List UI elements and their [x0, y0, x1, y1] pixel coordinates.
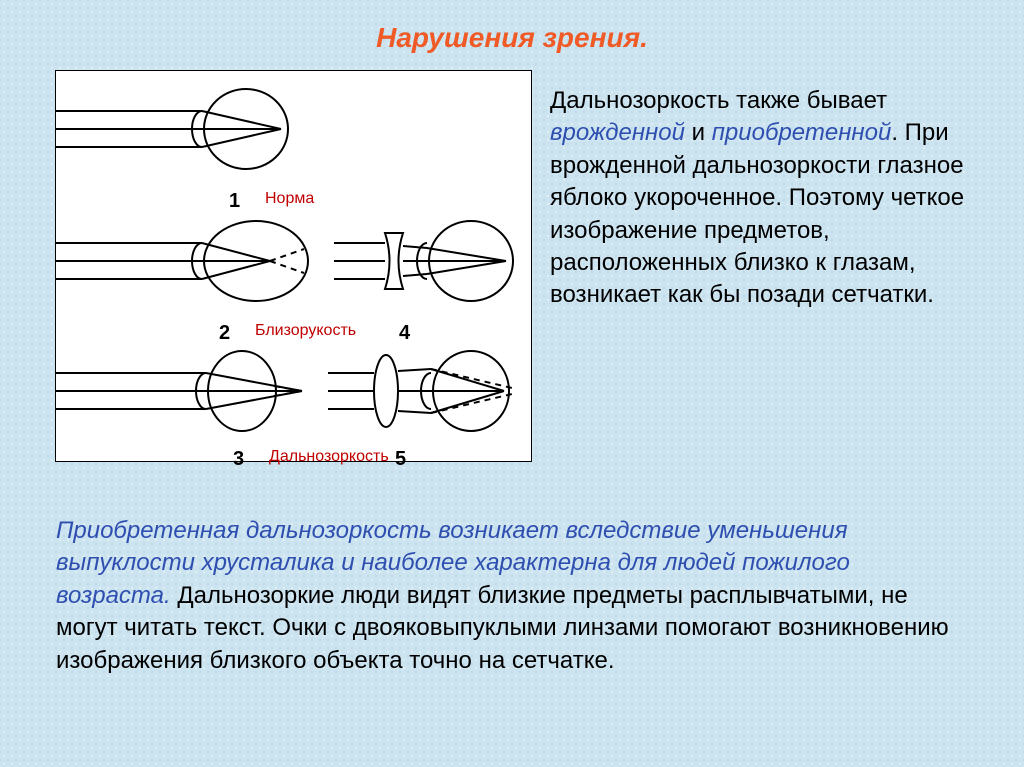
- hyperopia-intro-text: Дальнозоркость также бывает врожденной и…: [550, 85, 980, 312]
- diagram-condition-label: Близорукость: [255, 322, 356, 340]
- diagram-condition-label: Дальнозоркость: [269, 448, 389, 466]
- vision-diagram-svg: [56, 71, 531, 461]
- diagram-number-label: 4: [399, 322, 410, 345]
- page-title: Нарушения зрения.: [0, 22, 1024, 54]
- vision-diagram: [55, 70, 532, 462]
- diagram-number-label: 3: [233, 448, 244, 471]
- diagram-number-label: 5: [395, 448, 406, 471]
- diagram-number-label: 1: [229, 190, 240, 213]
- diagram-number-label: 2: [219, 322, 230, 345]
- diagram-condition-label: Норма: [265, 190, 314, 208]
- hyperopia-acquired-text: Приобретенная дальнозоркость возникает в…: [56, 515, 968, 677]
